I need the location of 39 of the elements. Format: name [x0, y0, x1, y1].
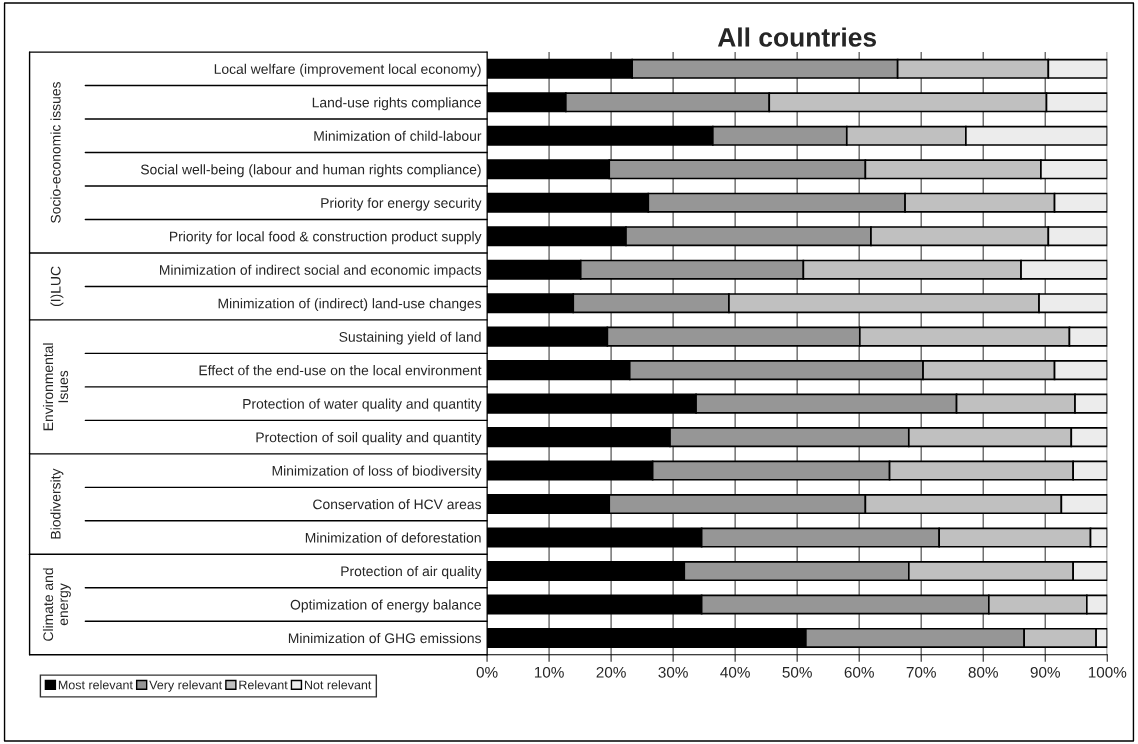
- x-tick-label: 40%: [720, 666, 750, 678]
- x-tick-label: 0%: [476, 666, 498, 678]
- text: (I)LUC: [50, 266, 64, 307]
- y-tick-label: Effect of the end-use on the local environment: [199, 365, 482, 376]
- y-tick-label: Protection of water quality and quantity: [243, 398, 482, 412]
- text: Socio-economic issues: [50, 82, 61, 223]
- legend-label: Relevant: [239, 680, 288, 690]
- y-tick-label: Minimization of indirect social and economic impacts: [160, 264, 482, 278]
- y-tick-label: Sustaining yield of land: [339, 331, 481, 345]
- y-tick-label: Minimization of (indirect) land-use changes: [218, 298, 482, 312]
- y-tick-label: Land-use rights compliance: [312, 97, 481, 111]
- x-tick-label: 50%: [782, 666, 812, 678]
- text: Climate and energy: [42, 568, 71, 641]
- y-tick-label: Minimization of loss of biodiversity: [272, 465, 482, 479]
- text: Environmental Isues: [42, 343, 69, 431]
- x-tick-label: 10%: [534, 666, 564, 678]
- y-tick-label: Protection of soil quality and quantity: [256, 432, 482, 446]
- x-tick-label: 30%: [658, 666, 688, 678]
- y-tick-label: Minimization of deforestation: [305, 532, 481, 543]
- y-tick-label: Conservation of HCV areas: [313, 499, 482, 510]
- x-tick-label: 70%: [906, 666, 936, 678]
- y-tick-label: Social well-being (labour and human rights compliance): [140, 164, 481, 178]
- y-tick-label: Optimization of energy balance: [290, 599, 481, 613]
- text: Biodiversity: [50, 468, 64, 539]
- x-tick-label: 90%: [1030, 666, 1060, 678]
- y-tick-label: Priority for local food & construction product supply: [170, 231, 482, 245]
- y-tick-label: Priority for energy security: [321, 197, 482, 211]
- legend-label: Very relevant: [149, 680, 223, 692]
- y-tick-label: Protection of air quality: [341, 565, 482, 579]
- y-tick-label: Minimization of child-labour: [314, 130, 482, 141]
- x-tick-label: 80%: [968, 666, 998, 678]
- x-tick-label: 100%: [1088, 666, 1127, 678]
- legend-label: Most relevant: [58, 680, 133, 690]
- y-tick-label: Minimization of GHG emissions: [288, 632, 482, 644]
- y-tick-label: Local welfare (improvement local economy): [214, 63, 481, 77]
- chart-title: All countries: [717, 27, 877, 47]
- x-tick-label: 20%: [596, 666, 626, 678]
- legend-label: Not relevant: [304, 680, 372, 690]
- x-tick-label: 60%: [844, 666, 874, 678]
